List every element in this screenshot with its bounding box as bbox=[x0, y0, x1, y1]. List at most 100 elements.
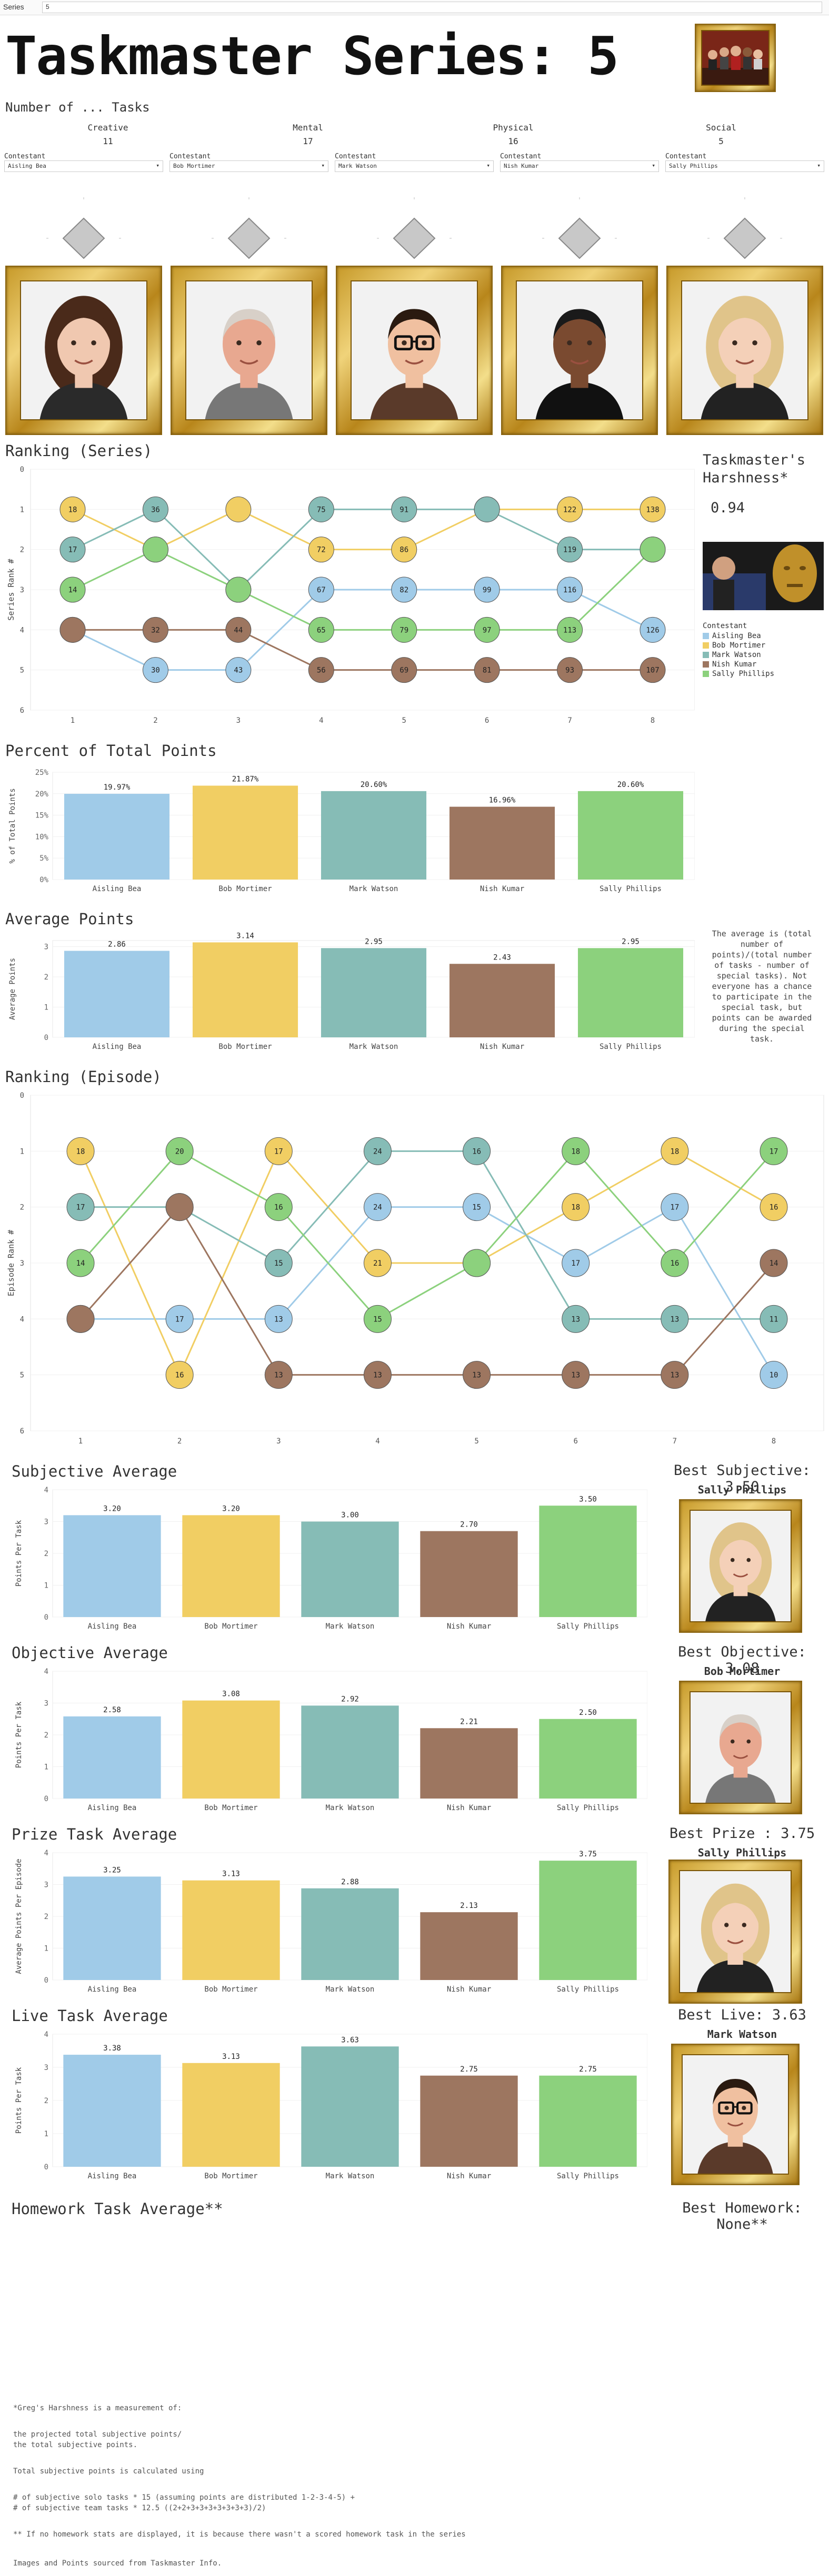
series-filter-bar: Series 5 bbox=[0, 0, 829, 15]
bar bbox=[301, 1888, 399, 1980]
category-label: Sally Phillips bbox=[600, 1043, 662, 1051]
category-label: Mark Watson bbox=[349, 885, 398, 893]
objective-chart: 0 1 2 3 4 Points Per Task 2.58 Aisling Bea 3.08 B… bbox=[15, 1668, 647, 1812]
contestant-dropdown[interactable]: Sally Phillips ▾ bbox=[665, 160, 824, 172]
rank-marker bbox=[59, 617, 86, 643]
bar bbox=[64, 951, 170, 1037]
rank-marker bbox=[363, 1193, 392, 1221]
contestant-photo bbox=[21, 281, 146, 419]
y-tick-label: 20% bbox=[35, 790, 49, 799]
bar-value-label: 3.38 bbox=[103, 2044, 121, 2053]
rank-marker bbox=[308, 537, 334, 563]
rank-label: 20 bbox=[175, 1147, 184, 1156]
rank-marker bbox=[562, 1305, 590, 1333]
rank-label: 17 bbox=[770, 1147, 778, 1156]
pct-points-heading: Percent of Total Points bbox=[5, 742, 217, 760]
contestant-selector-4: Contestant Nish Kumar ▾ bbox=[500, 153, 659, 172]
bar-value-label: 2.75 bbox=[460, 2065, 478, 2074]
contestant-card bbox=[335, 176, 494, 450]
contestant-dropdown-value: Bob Mortimer bbox=[173, 163, 215, 169]
mental-count: 17 bbox=[303, 136, 313, 146]
rank-marker bbox=[363, 1137, 392, 1165]
y-tick-label: 3 bbox=[44, 2064, 48, 2072]
contestant-photo bbox=[682, 281, 807, 419]
y-tick-label: 6 bbox=[20, 1427, 24, 1436]
rank-marker bbox=[225, 617, 252, 643]
rank-marker bbox=[640, 537, 666, 563]
bar-value-label: 2.95 bbox=[365, 937, 383, 946]
series-select-value: 5 bbox=[46, 3, 49, 11]
shirt-shape bbox=[705, 1772, 776, 1803]
mouth-shape bbox=[74, 359, 93, 365]
contestant-dropdown-value: Aisling Bea bbox=[8, 163, 46, 169]
prize-chart: 0 1 2 3 4 Average Points Per Episode 3.25 Aisli… bbox=[15, 1849, 647, 1994]
x-tick-label: 2 bbox=[153, 716, 157, 725]
bar bbox=[539, 1719, 637, 1799]
eye-shape bbox=[236, 340, 242, 346]
category-label: Nish Kumar bbox=[447, 1804, 491, 1812]
rank-label: 18 bbox=[670, 1147, 679, 1156]
best-live-name: Mark Watson bbox=[707, 2028, 777, 2040]
contestant-portrait bbox=[185, 280, 313, 420]
rank-marker bbox=[557, 617, 583, 643]
hair-shape bbox=[719, 1714, 762, 1739]
x-tick-label: 1 bbox=[78, 1437, 83, 1446]
rank-marker bbox=[142, 617, 168, 643]
rank-marker bbox=[640, 617, 666, 643]
category-label: Mark Watson bbox=[326, 1622, 375, 1631]
legend-swatch bbox=[703, 661, 709, 668]
series-select[interactable]: 5 bbox=[42, 2, 822, 13]
contestant-photo bbox=[517, 281, 642, 419]
rank-label: 13 bbox=[274, 1315, 283, 1324]
best-objective-label: Best Objective: 3.08 bbox=[678, 1644, 806, 1676]
bar bbox=[577, 791, 684, 880]
category-label: Sally Phillips bbox=[557, 1985, 619, 1994]
hair-shape bbox=[713, 2079, 758, 2105]
category-label: Nish Kumar bbox=[447, 2172, 491, 2180]
contestant-selector-label: Contestant bbox=[4, 153, 46, 160]
face-shape bbox=[713, 2081, 758, 2137]
bar-value-label: 2.50 bbox=[579, 1709, 597, 1717]
bar-value-label: 3.63 bbox=[341, 2036, 359, 2044]
legend-item[interactable]: Aisling Bea bbox=[703, 631, 824, 641]
eye-shape bbox=[732, 340, 737, 346]
x-tick-label: 5 bbox=[474, 1437, 478, 1446]
rank-label: 13 bbox=[670, 1371, 679, 1380]
bar bbox=[192, 785, 298, 880]
face-shape bbox=[387, 311, 441, 377]
contestant-selector-label: Contestant bbox=[335, 153, 376, 160]
contestant-portrait-frame bbox=[171, 266, 327, 435]
rank-label: 24 bbox=[373, 1204, 382, 1212]
category-label: Mark Watson bbox=[326, 2172, 375, 2180]
bar-value-label: 2.95 bbox=[622, 937, 640, 946]
contestant-dropdown[interactable]: Bob Mortimer ▾ bbox=[169, 160, 328, 172]
legend-item[interactable]: Nish Kumar bbox=[703, 660, 824, 669]
x-tick-label: 4 bbox=[375, 1437, 379, 1446]
category-label: Aisling Bea bbox=[88, 2172, 137, 2180]
legend-swatch bbox=[703, 633, 709, 639]
chevron-down-icon: ▾ bbox=[652, 162, 655, 169]
y-tick-label: 3 bbox=[20, 586, 24, 594]
legend-item[interactable]: Bob Mortimer bbox=[703, 641, 824, 650]
legend-item[interactable]: Sally Phillips bbox=[703, 669, 824, 679]
rank-marker bbox=[463, 1249, 491, 1277]
y-tick-label: 0 bbox=[44, 1976, 48, 1985]
glasses-shape bbox=[718, 2101, 734, 2115]
bar bbox=[301, 2046, 399, 2167]
category-label: Sally Phillips bbox=[557, 2172, 619, 2180]
contestant-dropdown[interactable]: Aisling Bea ▾ bbox=[4, 160, 163, 172]
contestant-selector-5: Contestant Sally Phillips ▾ bbox=[665, 153, 824, 172]
bar bbox=[321, 948, 427, 1037]
y-tick-label: 5 bbox=[20, 666, 24, 675]
rank-label: 18 bbox=[68, 506, 77, 514]
contestant-dropdown[interactable]: Nish Kumar ▾ bbox=[500, 160, 659, 172]
rank-marker bbox=[391, 657, 417, 683]
contestant-dropdown[interactable]: Mark Watson ▾ bbox=[335, 160, 494, 172]
x-tick-label: 3 bbox=[276, 1437, 281, 1446]
legend-label: Nish Kumar bbox=[712, 660, 757, 669]
rank-marker bbox=[165, 1137, 194, 1165]
task-type-radar bbox=[707, 197, 782, 259]
legend-item[interactable]: Mark Watson bbox=[703, 650, 824, 660]
y-tick-label: 3 bbox=[20, 1259, 24, 1268]
avg-points-note: The average is (total number of points)/… bbox=[712, 929, 812, 1044]
